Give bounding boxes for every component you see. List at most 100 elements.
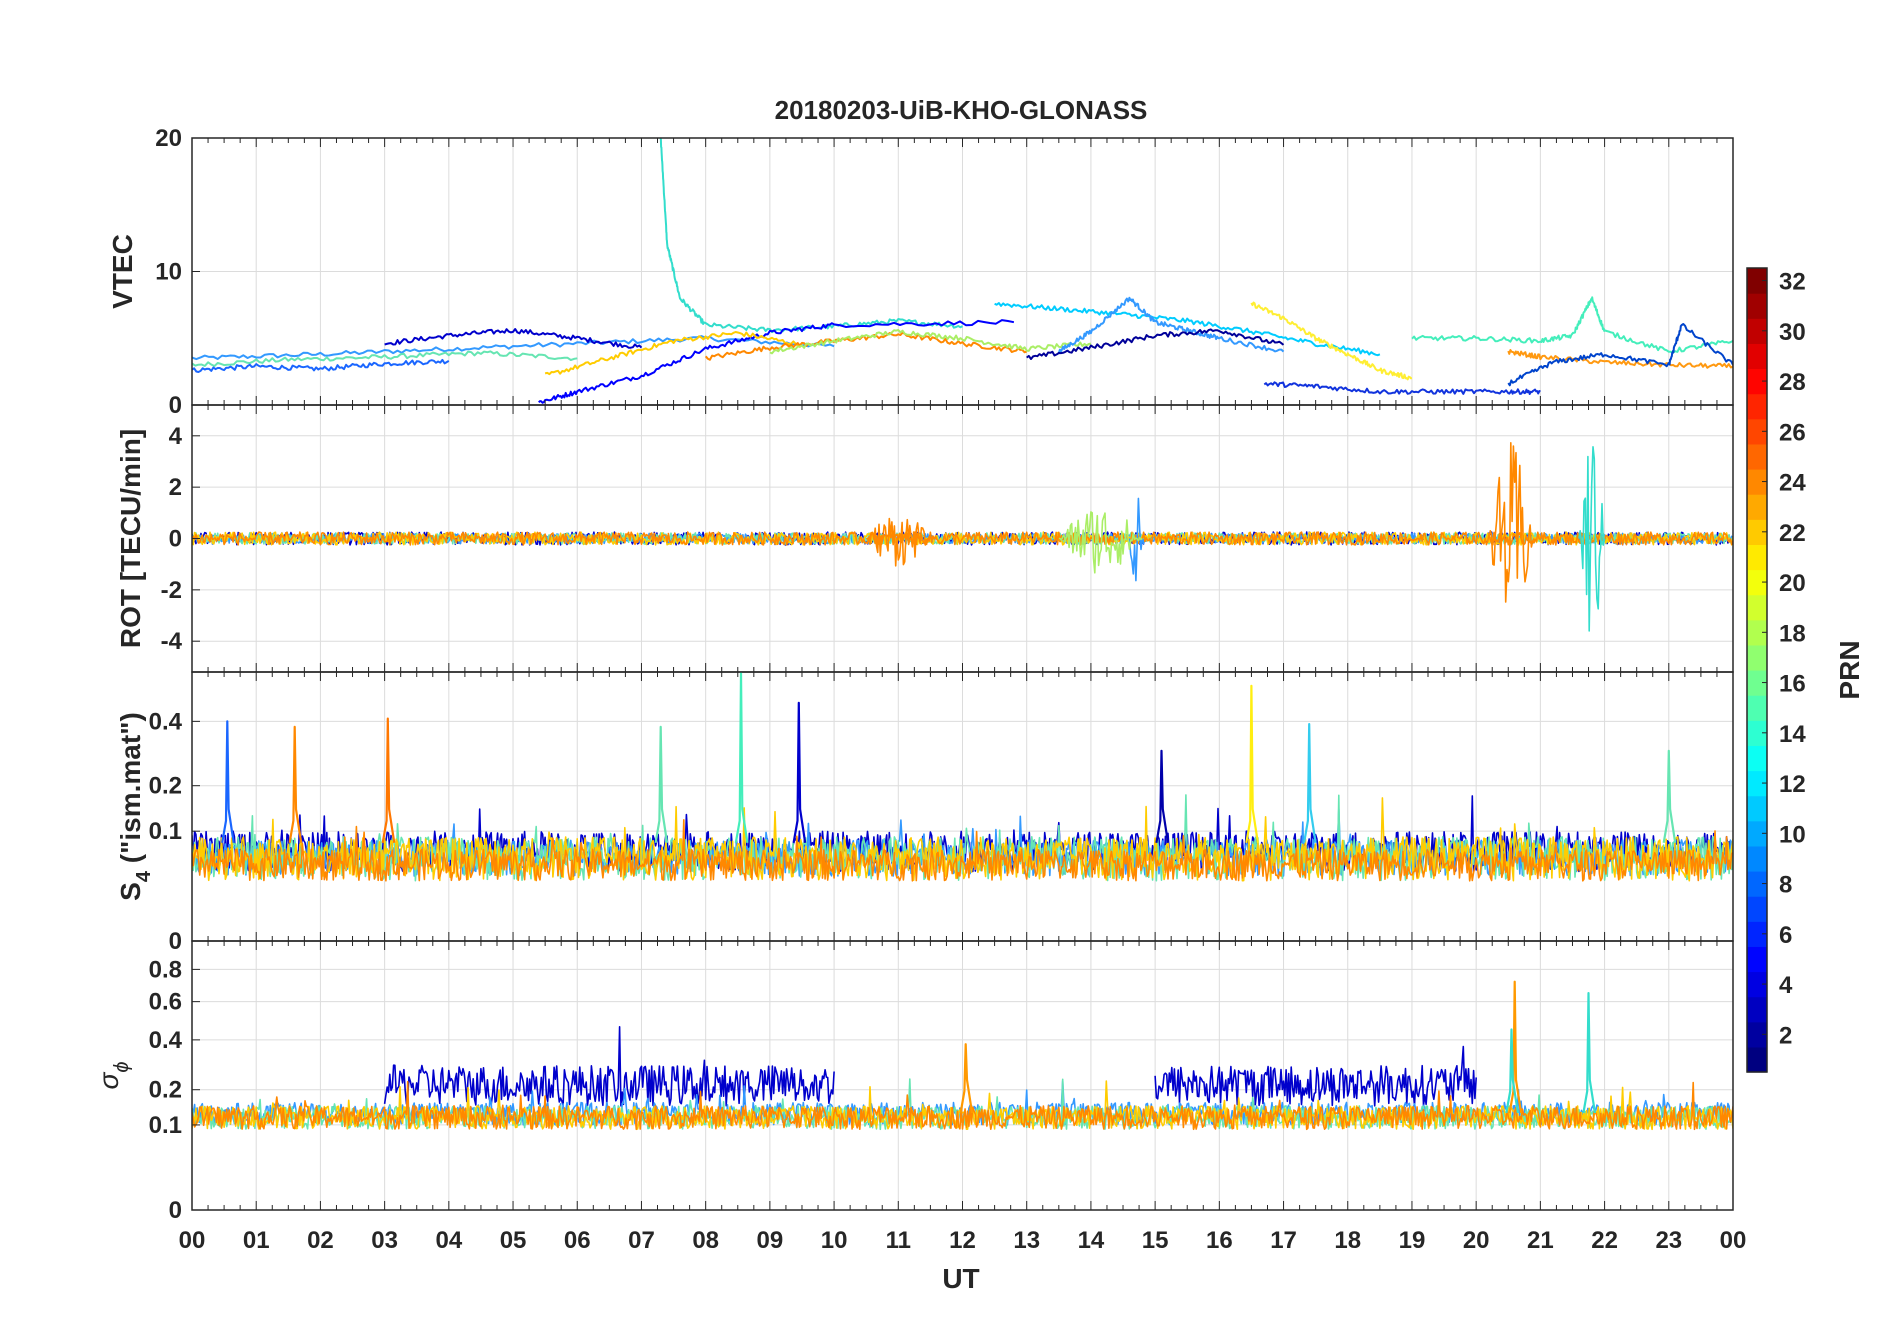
data-layer xyxy=(192,672,1733,882)
colorbar-tick-label: 30 xyxy=(1779,319,1806,346)
colorbar-segment xyxy=(1747,519,1767,545)
colorbar-segment xyxy=(1747,1021,1767,1048)
vtec-series-8 xyxy=(769,329,1092,355)
y-tick-label: 0.2 xyxy=(149,773,182,800)
colorbar-segment xyxy=(1747,820,1767,847)
chart-title: 20180203-UiB-KHO-GLONASS xyxy=(775,95,1148,125)
x-tick-label: 02 xyxy=(307,1227,334,1254)
y-tick-label: -4 xyxy=(161,628,183,655)
y-tick-label: 0.4 xyxy=(149,708,183,735)
sigma-baseline-5 xyxy=(192,1080,1733,1131)
colorbar-segment xyxy=(1747,594,1767,621)
colorbar-tick-label: 20 xyxy=(1779,570,1806,597)
y-tick-label: 0 xyxy=(169,392,182,419)
s4-baseline-4 xyxy=(192,819,1733,882)
panel-s4: 00.10.20.4S4 ("ism.mat") xyxy=(115,671,1734,955)
vtec-series-10 xyxy=(1057,296,1285,354)
x-tick-label: 20 xyxy=(1463,1227,1490,1254)
sigma-spike-3 xyxy=(959,1043,974,1114)
vtec-series-16 xyxy=(1507,323,1733,387)
colorbar-tick-label: 6 xyxy=(1779,922,1792,949)
vtec-series-7 xyxy=(704,331,1028,361)
y-axis-label-sub: 4 xyxy=(133,870,155,882)
colorbar-segment xyxy=(1747,795,1767,822)
colorbar-segment xyxy=(1747,644,1767,671)
colorbar-segment xyxy=(1747,368,1767,395)
x-tick-label: 04 xyxy=(435,1227,462,1254)
y-axis-label-main: σ xyxy=(93,1072,124,1090)
x-tick-label: 18 xyxy=(1334,1227,1361,1254)
data-layer xyxy=(192,980,1733,1131)
x-axis-label: UT xyxy=(942,1263,979,1294)
colorbar-tick-label: 10 xyxy=(1779,821,1806,848)
y-tick-label: 2 xyxy=(169,474,182,501)
y-tick-label: 0.1 xyxy=(149,1112,182,1139)
colorbar-segment xyxy=(1747,544,1767,571)
x-tick-label: 10 xyxy=(821,1227,848,1254)
x-tick-label: 09 xyxy=(757,1227,784,1254)
x-tick-label: 15 xyxy=(1142,1227,1169,1254)
vtec-series-6 xyxy=(544,331,803,376)
y-tick-label: -2 xyxy=(161,577,182,604)
s4-spike-3 xyxy=(654,725,669,843)
x-tick-label: 19 xyxy=(1399,1227,1426,1254)
vtec-series-2 xyxy=(192,358,450,373)
colorbar-segment xyxy=(1747,343,1767,370)
y-tick-label: 0 xyxy=(169,1197,182,1224)
vtec-series-1 xyxy=(192,350,578,367)
vtec-series-11 xyxy=(1026,328,1285,360)
vtec-series-9 xyxy=(994,302,1381,357)
colorbar-segment xyxy=(1747,695,1767,721)
x-tick-label: 17 xyxy=(1270,1227,1297,1254)
y-tick-label: 0.6 xyxy=(149,989,182,1016)
colorbar-segment xyxy=(1747,720,1767,746)
rot-burst-4 xyxy=(866,517,932,567)
y-axis-label: S4 ("ism.mat") xyxy=(115,712,155,901)
x-tick-label: 06 xyxy=(564,1227,591,1254)
colorbar-segment xyxy=(1747,946,1767,973)
x-tick-label: 03 xyxy=(371,1227,398,1254)
x-tick-label: 00 xyxy=(1720,1227,1747,1254)
y-axis-label: VTEC xyxy=(107,234,138,309)
colorbar-segment xyxy=(1747,469,1767,495)
s4-spike-6 xyxy=(1245,684,1259,843)
y-axis-label-main: S xyxy=(115,882,146,901)
y-tick-label: 0.4 xyxy=(149,1027,183,1054)
rot-burst-2 xyxy=(1128,497,1144,582)
s4-spike-5 xyxy=(792,701,807,843)
colorbar-frame xyxy=(1746,267,1768,1073)
vtec-series-0 xyxy=(192,335,835,361)
colorbar-segment xyxy=(1747,971,1767,998)
x-axis: 00 01 02 03 04 05 06 07 08 09 10 11 12 13 14 15 16 17 18 19… xyxy=(179,1227,1747,1254)
x-tick-label: 07 xyxy=(628,1227,655,1254)
s4-spike-9 xyxy=(1662,749,1677,843)
colorbar-tick-label: 18 xyxy=(1779,620,1806,647)
colorbar-tick-label: 4 xyxy=(1779,972,1793,999)
colorbar-tick-label: 16 xyxy=(1779,671,1806,698)
sigma-spike-1 xyxy=(1582,992,1597,1114)
x-tick-label: 05 xyxy=(500,1227,527,1254)
x-tick-label: 13 xyxy=(1013,1227,1040,1254)
rot-noise-3 xyxy=(192,531,1733,546)
vtec-series-13 xyxy=(1263,381,1541,395)
rot-burst-3 xyxy=(1058,511,1143,574)
data-layer xyxy=(192,138,1733,404)
sigma-baseline-1 xyxy=(1154,1045,1477,1107)
y-tick-label: 0.8 xyxy=(149,956,182,983)
colorbar-tick-label: 2 xyxy=(1779,1022,1792,1049)
colorbar-segment xyxy=(1747,745,1767,772)
x-tick-label: 12 xyxy=(949,1227,976,1254)
x-tick-label: 16 xyxy=(1206,1227,1233,1254)
s4-baseline-2 xyxy=(192,794,1733,882)
sigma-baseline-0 xyxy=(383,1026,835,1107)
colorbar-tick-label: 14 xyxy=(1779,721,1806,748)
y-axis-label: ROT [TECU/min] xyxy=(115,429,146,648)
colorbar-tick-label: 22 xyxy=(1779,520,1806,547)
vtec-series-5 xyxy=(538,319,1015,404)
colorbar-segment xyxy=(1747,418,1767,445)
colorbar-segment xyxy=(1747,318,1767,344)
sigma-spike-2 xyxy=(1505,1028,1519,1114)
x-tick-label: 22 xyxy=(1591,1227,1618,1254)
